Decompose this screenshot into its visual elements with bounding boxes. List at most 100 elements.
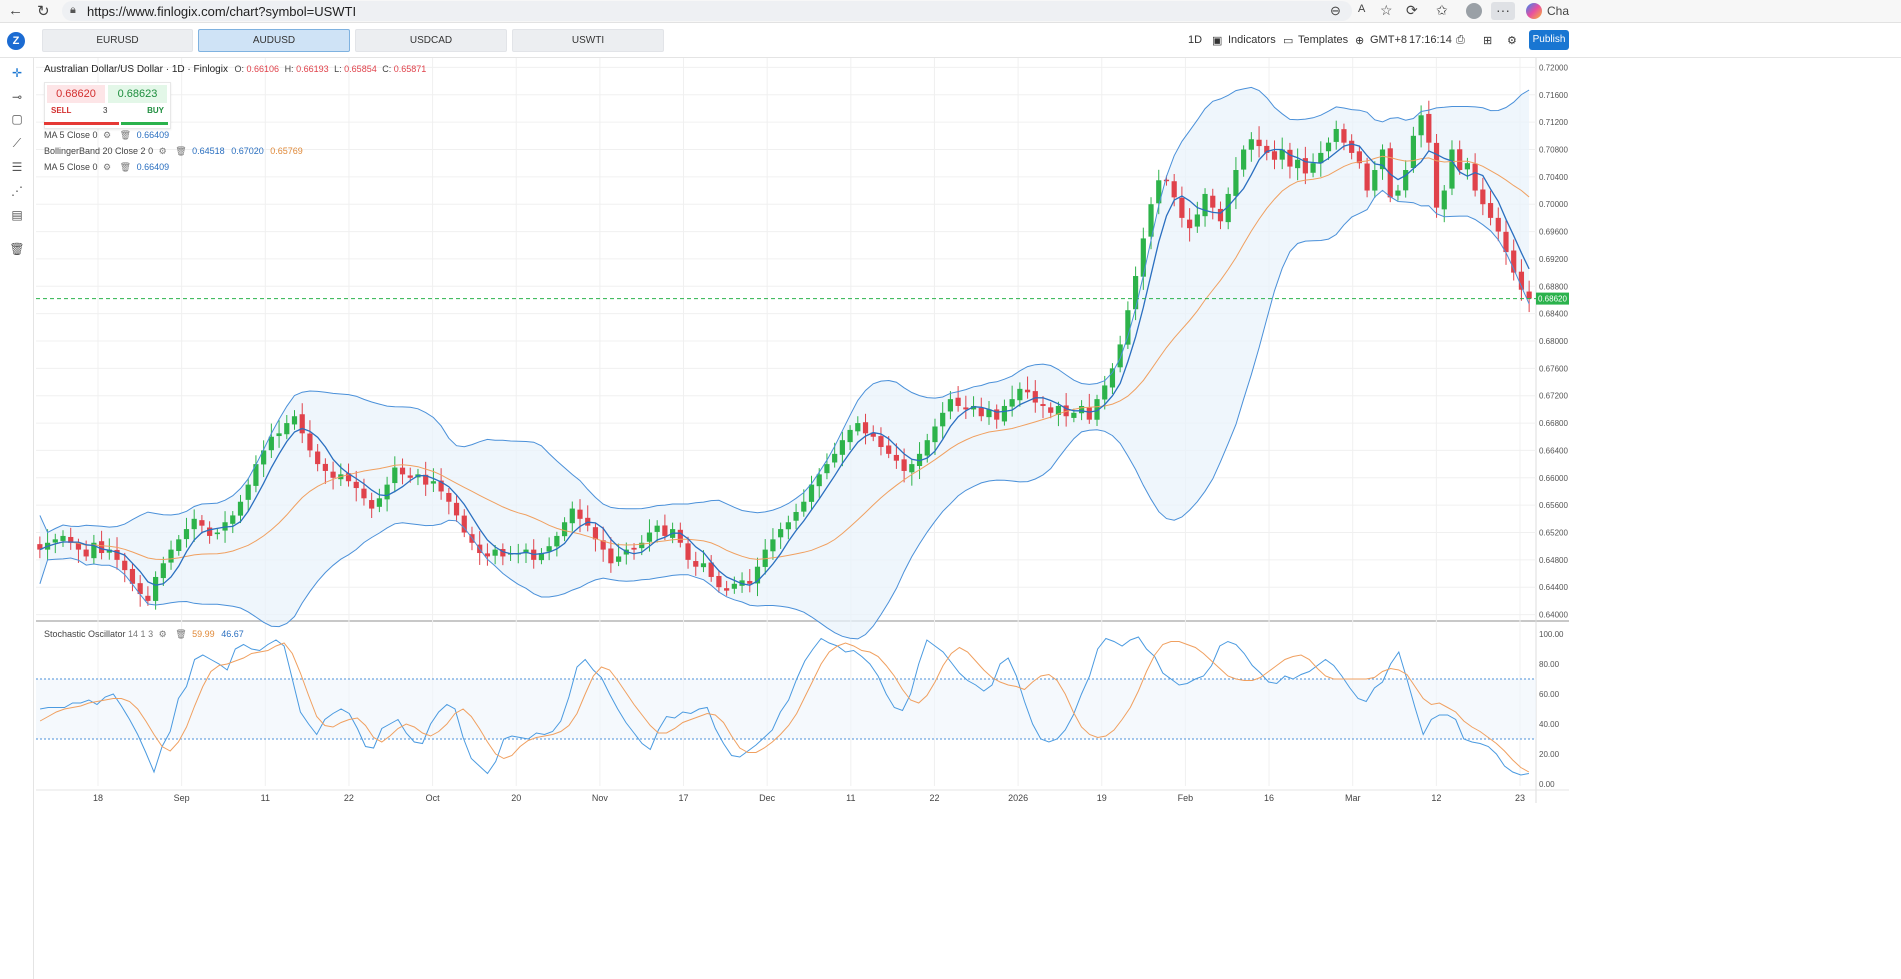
more-menu-icon[interactable]: ··· [1491,2,1515,20]
gear-icon[interactable]: ⚙ [103,162,112,172]
chart-canvas[interactable]: 0.72000 0.71600 0.71200 0.70800 0.70400 0.700… [36,58,1569,979]
profile-avatar-icon[interactable] [1466,3,1482,19]
fibonacci-icon[interactable]: ☰ [11,160,23,174]
trend-line-icon[interactable]: ⟋ [12,136,22,150]
gear-icon[interactable]: ⚙ [158,146,167,156]
text-note-icon[interactable]: ▤ [11,208,23,222]
candle-body [268,436,274,451]
templates-icon: ▭ [1283,35,1294,47]
copilot-label: Cha [1547,4,1570,18]
candle-body [685,543,691,560]
buy-ratio-bar [121,122,168,125]
read-aloud-icon[interactable]: A [1358,3,1366,15]
price-axis: 0.72000 0.71600 0.71200 0.70800 0.70400 0.700… [1536,63,1569,620]
delete-icon[interactable]: 🗑︎ [175,629,187,639]
gann-fan-icon[interactable]: ⋰ [11,184,23,198]
delete-icon[interactable]: 🗑︎ [175,146,187,156]
symbol-tab-eurusd[interactable]: EURUSD [42,29,193,52]
time-tick-label: Feb [1178,793,1194,803]
interval-button[interactable]: 1D [1188,34,1203,46]
templates-button[interactable]: Templates [1298,34,1349,46]
open-label: O: [234,64,244,74]
candle-body [153,576,159,601]
reload-icon[interactable]: ↻ [37,3,50,20]
stoch-tick-label: 80.00 [1539,660,1560,669]
candle-body [60,535,66,541]
candle-body [1410,135,1416,169]
candle-body [253,464,259,486]
candle-body [1433,142,1440,208]
delete-icon[interactable]: 🗑︎ [119,130,132,140]
sell-label[interactable]: SELL [51,106,72,115]
open-value: 0.66106 [246,64,280,74]
candle-body [1109,368,1116,388]
favorite-star-icon[interactable]: ☆ [1380,2,1393,18]
candle-body [878,436,884,448]
candle-body [446,492,452,502]
stoch-tick-label: 100.00 [1539,630,1564,639]
candle-body [1179,197,1185,218]
symbol-tab-audusd[interactable]: AUDUSD [198,29,350,52]
symbol-tab-uswti[interactable]: USWTI [512,29,664,52]
price-tick-label: 0.67600 [1539,364,1568,373]
candle-body [615,556,622,562]
zoom-out-icon[interactable]: ⊖ [1330,3,1341,18]
back-icon[interactable]: ← [8,2,23,19]
globe-icon: ⊕ [1355,35,1365,47]
candle-body [808,484,815,502]
high-value: 0.66193 [296,64,329,74]
candle-body [592,527,599,540]
copilot-icon[interactable] [1526,3,1542,19]
buy-price-button[interactable]: 0.68623 [108,85,167,103]
candle-body [538,553,545,561]
price-tick-label: 0.69600 [1539,228,1568,237]
candle-body [1133,276,1139,310]
timezone-button[interactable]: GMT+8 [1370,34,1407,46]
publish-button[interactable]: Publish [1529,30,1569,50]
site-info-icon[interactable]: 🔒︎ [70,4,76,16]
address-bar[interactable]: 🔒︎ https://www.finlogix.com/chart?symbol… [62,1,1393,21]
candle-body [91,542,97,559]
candle-body [839,440,845,455]
screenshot-icon[interactable]: ⎙ [1456,34,1465,46]
candle-body [1325,142,1332,152]
gear-icon[interactable]: ⚙ [158,629,167,639]
candle-body [1264,145,1270,153]
horizontal-line-icon[interactable]: ⊸ [11,90,23,104]
price-tick-label: 0.66800 [1539,419,1568,428]
trade-widget: 0.68620 0.68623 SELL 3 BUY [44,82,171,129]
indicators-button[interactable]: Indicators [1228,34,1276,46]
candle-body [778,529,784,538]
settings-gear-icon[interactable]: ⚙ [1507,35,1517,47]
price-tick-label: 0.70800 [1539,145,1568,154]
time-tick-label: 2026 [1008,793,1028,803]
candle-body [886,445,892,454]
layout-icon[interactable]: ⊞ [1483,35,1493,47]
candle-body [662,525,668,536]
trash-icon[interactable]: 🗑︎ [9,242,25,256]
gear-icon[interactable]: ⚙ [103,130,112,140]
rectangle-icon[interactable]: ▢ [11,112,23,126]
favorites-icon[interactable]: ✩ [1436,2,1448,18]
extensions-icon[interactable]: ⟳ [1406,2,1418,18]
candle-body [392,467,398,484]
candle-body [384,484,390,500]
crosshair-icon[interactable]: ✛ [11,66,23,80]
buy-label[interactable]: BUY [147,106,164,115]
time-tick-label: Mar [1345,793,1361,803]
time-tick-label: 22 [344,793,354,803]
symbol-title: Australian Dollar/US Dollar · 1D · Finlo… [44,64,228,75]
candle-body [1464,163,1471,170]
time-tick-label: 23 [1515,793,1525,803]
candle-body [1449,149,1455,189]
candle-body [68,536,74,543]
candle-body [322,463,328,471]
candle-body [114,549,120,560]
candle-body [1441,190,1447,210]
sell-price-button[interactable]: 0.68620 [47,85,105,103]
candle-body [947,399,954,412]
candle-body [1341,129,1347,143]
symbol-tab-usdcad[interactable]: USDCAD [355,29,507,52]
delete-icon[interactable]: 🗑︎ [119,162,132,172]
quantity-input[interactable]: 3 [103,106,108,115]
